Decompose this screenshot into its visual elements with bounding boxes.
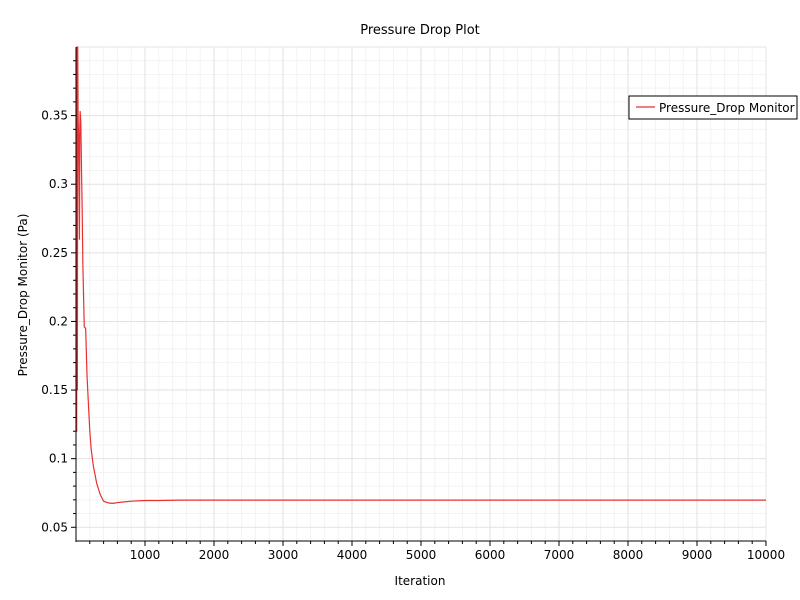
y-tick-label: 0.3 xyxy=(49,177,68,191)
legend: Pressure_Drop Monitor xyxy=(628,95,798,120)
y-tick-label: 0.35 xyxy=(41,109,68,123)
x-tick-label: 9000 xyxy=(682,548,713,562)
x-tick-label: 5000 xyxy=(406,548,437,562)
legend-box xyxy=(628,95,798,120)
x-axis-ticks: 1000 2000 3000 4000 5000 6000 7000 8000 9000 1000… xyxy=(89,541,785,562)
series-line-0 xyxy=(75,46,766,504)
series-layer xyxy=(75,46,766,504)
major-gridlines xyxy=(76,47,767,541)
y-tick-label: 0.25 xyxy=(41,246,68,260)
x-tick-label: 8000 xyxy=(613,548,644,562)
y-axis-title: Pressure_Drop Monitor (Pa) xyxy=(16,214,30,377)
x-tick-label: 6000 xyxy=(475,548,506,562)
x-tick-label: 7000 xyxy=(544,548,575,562)
x-tick-label: 10000 xyxy=(747,548,785,562)
x-tick-label: 3000 xyxy=(268,548,299,562)
legend-label: Pressure_Drop Monitor xyxy=(659,101,795,115)
chart-title: Pressure Drop Plot xyxy=(360,23,480,38)
y-tick-label: 0.15 xyxy=(41,383,68,397)
y-tick-label: 0.1 xyxy=(49,452,68,466)
y-tick-label: 0.2 xyxy=(49,314,68,328)
x-axis-title: Iteration xyxy=(395,574,446,588)
x-tick-label: 2000 xyxy=(199,548,230,562)
y-tick-label: 0.05 xyxy=(41,520,68,534)
y-axis-ticks: 0.05 0.1 0.15 0.2 0.25 0.3 0.35 xyxy=(41,60,76,534)
x-tick-label: 1000 xyxy=(130,548,161,562)
x-tick-label: 4000 xyxy=(337,548,368,562)
